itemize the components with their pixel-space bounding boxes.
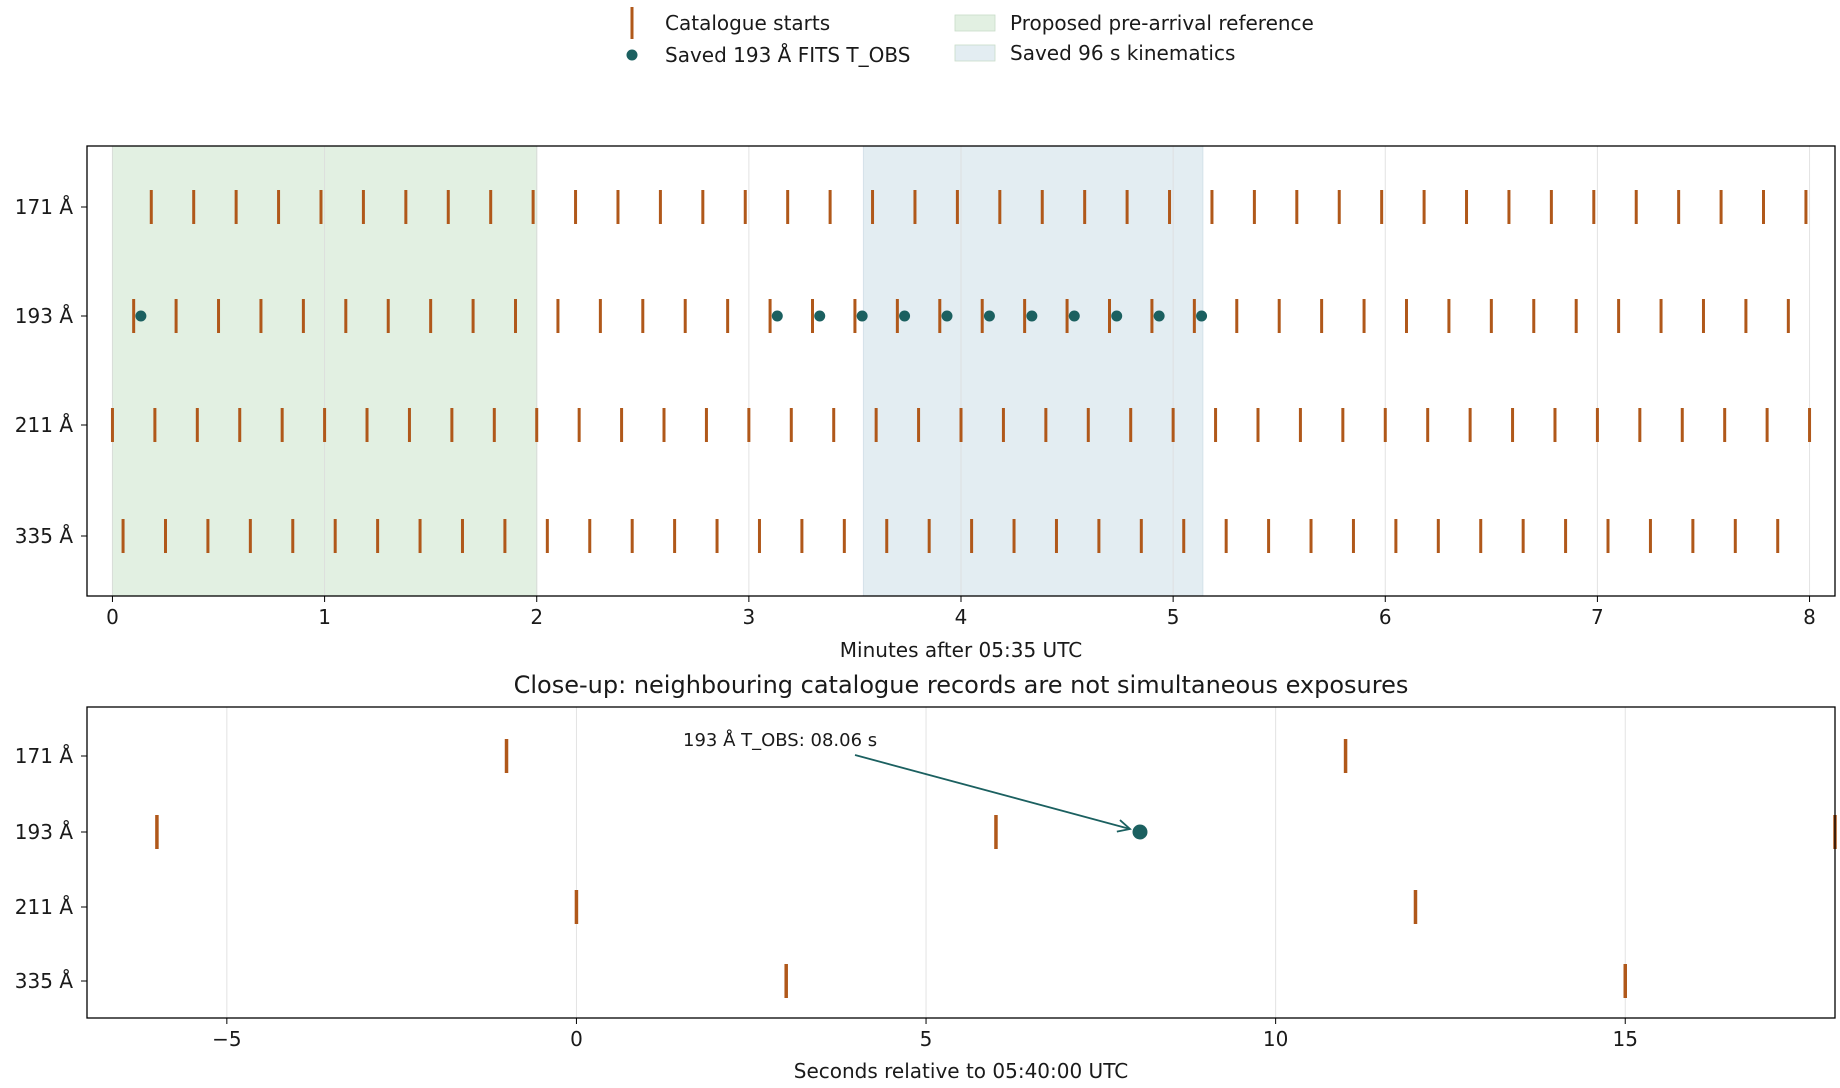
bottom-marks — [155, 739, 1837, 998]
legend-patch-3 — [954, 44, 996, 62]
bottom-y-ticks: 171 Å 193 Å 211 Å 335 Å — [15, 744, 87, 993]
bottom-y-tick-label: 193 Å — [15, 820, 74, 844]
highlight-spans — [111, 145, 1204, 597]
bottom-x-ticks: −5 0 5 10 15 — [212, 1018, 1638, 1051]
bottom-x-tick-label: 0 — [570, 1027, 583, 1051]
saved-t-obs-dot — [983, 310, 995, 322]
bottom-chart: Close-up: neighbouring catalogue records… — [15, 671, 1837, 1083]
saved-t-obs-dot — [1196, 310, 1208, 322]
annotation-arrow-line — [854, 754, 1131, 830]
bottom-x-tick-label: 5 — [920, 1027, 933, 1051]
legend-label-1: Saved 193 Å FITS T_OBS — [665, 43, 910, 67]
top-x-tick-label: 4 — [955, 605, 968, 629]
bottom-x-tick-label: 10 — [1263, 1027, 1288, 1051]
top-x-tick-label: 0 — [106, 605, 119, 629]
legend-label-2: Proposed pre-arrival reference — [1010, 11, 1314, 35]
top-y-tick-label: 335 Å — [15, 524, 74, 548]
top-x-tick-label: 8 — [1803, 605, 1816, 629]
bottom-y-tick-label: 171 Å — [15, 744, 74, 768]
bottom-x-axis-label: Seconds relative to 05:40:00 UTC — [794, 1059, 1128, 1083]
t-obs-annotation: 193 Å T_OBS: 08.06 s — [683, 729, 1132, 833]
top-grid — [111, 146, 1811, 596]
bottom-x-tick-label: −5 — [212, 1027, 241, 1051]
saved-t-obs-dot — [135, 310, 147, 322]
bottom-chart-title: Close-up: neighbouring catalogue records… — [514, 671, 1409, 699]
top-x-tick-label: 1 — [318, 605, 331, 629]
top-x-tick-label: 7 — [1591, 605, 1604, 629]
annotation-label: 193 Å T_OBS: 08.06 s — [683, 729, 877, 751]
bottom-plot-frame — [86, 706, 1836, 1019]
top-x-tick-label: 5 — [1167, 605, 1180, 629]
top-x-axis-label: Minutes after 05:35 UTC — [840, 638, 1082, 662]
top-y-tick-label: 171 Å — [15, 195, 74, 219]
saved-t-obs-dot — [1068, 310, 1080, 322]
top-y-ticks: 171 Å 193 Å 211 Å 335 Å — [15, 195, 87, 548]
bottom-grid — [226, 707, 1626, 1018]
top-chart: 0 1 2 3 4 5 6 7 8 171 Å 193 Å 211 Å 335 Å Minutes a… — [15, 145, 1836, 662]
top-x-tick-label: 3 — [742, 605, 755, 629]
top-x-tick-label: 2 — [530, 605, 543, 629]
saved-t-obs-dot — [941, 310, 953, 322]
top-marks — [110, 190, 1812, 553]
span-1 — [862, 145, 1204, 597]
legend: Catalogue starts Saved 193 Å FITS T_OBS Pr… — [626, 7, 1314, 67]
bottom-y-tick-label: 335 Å — [15, 969, 74, 993]
saved-t-obs-dot — [1026, 310, 1038, 322]
top-y-tick-label: 211 Å — [15, 413, 74, 437]
annotation-arrow-head — [1116, 819, 1132, 833]
bottom-x-tick-label: 15 — [1613, 1027, 1638, 1051]
legend-dot-marker — [626, 49, 638, 61]
top-x-tick-label: 6 — [1379, 605, 1392, 629]
top-x-ticks: 0 1 2 3 4 5 6 7 8 — [106, 596, 1816, 629]
bottom-y-tick-label: 211 Å — [15, 895, 74, 919]
saved-t-obs-dot — [1111, 310, 1123, 322]
legend-label-3: Saved 96 s kinematics — [1010, 41, 1235, 65]
saved-t-obs-dot — [1132, 824, 1148, 840]
saved-t-obs-dot — [1153, 310, 1165, 322]
saved-t-obs-dot — [771, 310, 783, 322]
legend-patch-2 — [954, 14, 996, 32]
saved-t-obs-dot — [899, 310, 911, 322]
legend-label-0: Catalogue starts — [665, 11, 830, 35]
saved-t-obs-dot — [856, 310, 868, 322]
saved-t-obs-dot — [814, 310, 826, 322]
top-y-tick-label: 193 Å — [15, 304, 74, 328]
